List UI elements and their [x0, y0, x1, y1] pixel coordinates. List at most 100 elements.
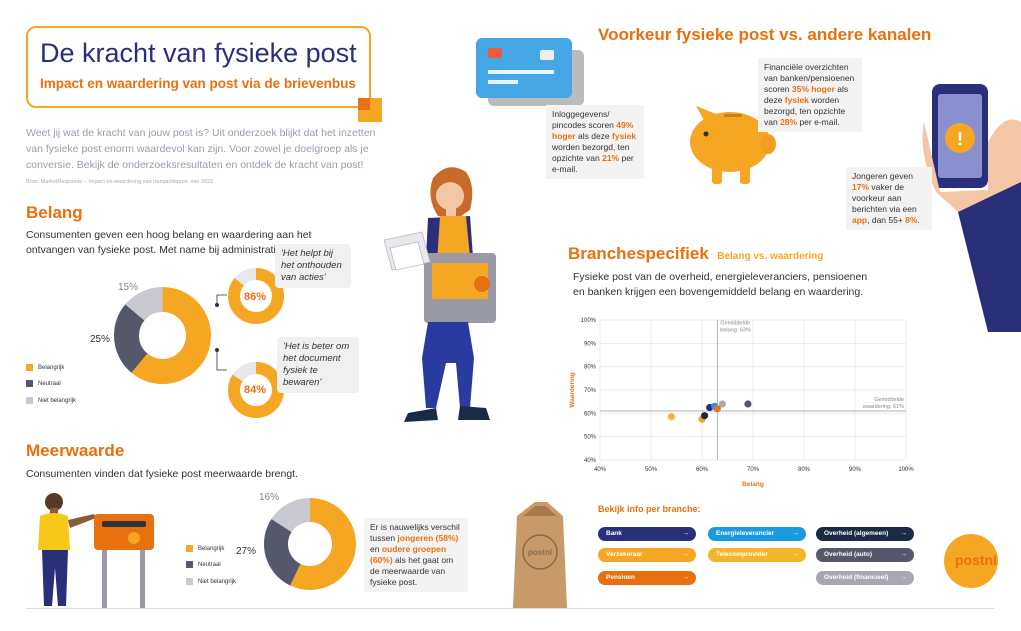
arrow-right-icon: →: [682, 574, 690, 581]
y-tick-label: 70%: [584, 388, 597, 394]
belang-not-pct: 15%: [118, 282, 139, 293]
credit-card-icon: [476, 38, 584, 106]
branche-text: Fysieke post van de overheid, energielev…: [573, 271, 868, 298]
card-info: Inloggegevens/ pincodes scoren 49% hoger…: [546, 105, 644, 179]
piggy-bank-icon: [690, 106, 776, 184]
quote-2: 'Het is beter om het document fysiek te …: [277, 337, 359, 393]
branche-button-label: Overheid (auto): [824, 551, 873, 558]
meerwaarde-not-pct: 16%: [259, 492, 280, 503]
parcel-logo-text: postnl: [528, 548, 552, 557]
x-tick-label: 60%: [696, 467, 709, 473]
belang-heading: Belang: [26, 203, 83, 222]
x-tick-label: 100%: [898, 467, 914, 473]
branche-button-label: Energieleverancier: [716, 530, 775, 537]
scatter-point: [700, 412, 709, 420]
meerwaarde-donut: [264, 498, 356, 590]
postnl-logo: [944, 534, 998, 588]
x-tick-label: 90%: [849, 467, 862, 473]
y-tick-label: 90%: [584, 341, 597, 347]
y-tick-label: 100%: [581, 318, 597, 324]
legend-neutraal: Neutraal: [26, 380, 61, 387]
arrow-right-icon: →: [792, 530, 800, 537]
donut-segment-neutraal: [114, 287, 211, 384]
meerwaarde-main-pct: 57%: [292, 537, 325, 554]
branche-button-label: Overheid (algemeen): [824, 530, 889, 537]
branche-button-label: Verzekeraar: [606, 551, 643, 558]
belang-text: Consumenten geven een hoog belang en waa…: [26, 229, 319, 256]
branche-button-energieleverancier[interactable]: Energieleverancier →: [708, 527, 806, 541]
arrow-right-icon: →: [682, 551, 690, 558]
legend-niet-belangrijk-2: Niet belangrijk: [186, 578, 236, 585]
x-tick-label: 50%: [645, 467, 658, 473]
branche-button-label: Overheid (financieel): [824, 574, 889, 581]
avg-waardering-label-2: waardering: 61%: [862, 404, 904, 410]
avg-belang-label-1: Gemiddelde: [720, 321, 750, 327]
page-title: De kracht van fysieke post: [40, 38, 357, 68]
branche-button-overheid-financieel[interactable]: Overheid (financieel) →: [816, 571, 914, 585]
meerwaarde-neutral-pct: 27%: [236, 546, 257, 557]
small-pct-1: 86%: [244, 291, 267, 303]
branche-button-verzekeraar[interactable]: Verzekeraar →: [598, 548, 696, 562]
branche-button-label: Telecomprovider: [716, 551, 768, 558]
arrow-right-icon: →: [900, 551, 908, 558]
page-subtitle: Impact en waardering van post via de bri…: [40, 76, 356, 91]
donut-segment-niet-belangrijk: [114, 287, 211, 384]
branche-header: Branchespecifiek Belang vs. waardering: [568, 244, 823, 264]
mail-carrier-illustration: [383, 167, 496, 422]
meerwaarde-info: Er is nauwelijks verschil tussen jongere…: [364, 518, 468, 592]
bank-info: Financiële overzichten van banken/pensio…: [758, 58, 862, 132]
voorkeur-heading: Voorkeur fysieke post vs. andere kanalen: [598, 25, 932, 44]
scatter-point: [744, 400, 752, 408]
legend-neutraal-2: Neutraal: [186, 561, 221, 568]
svg-text:!: !: [957, 129, 963, 149]
branche-button-pensioen[interactable]: Pensioen →: [598, 571, 696, 585]
legend-belangrijk-2: Belangrijk: [186, 545, 224, 552]
x-tick-label: 70%: [747, 467, 760, 473]
arrow-right-icon: →: [792, 551, 800, 558]
branche-button-overheid-algemeen[interactable]: Overheid (algemeen) →: [816, 527, 914, 541]
x-axis-label: Belang: [742, 481, 764, 488]
mailbox-illustration: [38, 493, 154, 608]
title-box: [26, 26, 371, 108]
branche-button-telecomprovider[interactable]: Telecomprovider →: [708, 548, 806, 562]
small-donut-1: [228, 268, 284, 324]
phone-hand-illustration: !: [922, 84, 1021, 332]
belang-donut: [114, 287, 211, 384]
branche-button-bank[interactable]: Bank →: [598, 527, 696, 541]
scatter-chart: 40% 40% 50% 50% 60% 60% 70% 70% 80% 80% 90% 90% 100%…: [569, 318, 914, 488]
arrow-right-icon: →: [900, 530, 908, 537]
scatter-point: [667, 413, 675, 421]
y-axis-label: Waardering: [569, 372, 576, 408]
branche-info-title: Bekijk info per branche:: [598, 504, 701, 514]
arrow-right-icon: →: [900, 574, 908, 581]
scatter-point: [718, 400, 726, 408]
branche-button-label: Pensioen: [606, 574, 635, 581]
avg-waardering-label-1: Gemiddelde: [874, 397, 904, 403]
branche-subheading: Belang vs. waardering: [717, 251, 824, 262]
meerwaarde-heading: Meerwaarde: [26, 441, 125, 460]
y-tick-label: 50%: [584, 435, 597, 441]
footer-divider: [26, 608, 994, 609]
small-pct-2: 84%: [244, 384, 267, 396]
donut-segment-neutraal: [264, 498, 356, 590]
y-tick-label: 40%: [584, 458, 597, 464]
branche-button-overheid-auto[interactable]: Overheid (auto) →: [816, 548, 914, 562]
legend-niet-belangrijk: Niet belangrijk: [26, 397, 76, 404]
decor-square-small: [358, 98, 370, 110]
app-info: Jongeren geven 17% vaker de voorkeur aan…: [846, 167, 932, 230]
donut-segment-niet-belangrijk: [264, 498, 356, 590]
scatter-point: [713, 405, 721, 413]
branche-button-label: Bank: [606, 530, 622, 537]
postnl-logo-text: postnl: [955, 552, 997, 568]
avg-belang-label-2: belang: 63%: [720, 328, 751, 334]
x-tick-label: 80%: [798, 467, 811, 473]
source-note: Bron: MarketResponse – Impact en waarder…: [26, 179, 214, 185]
connector-lines: [215, 294, 227, 371]
arrow-right-icon: →: [682, 530, 690, 537]
belang-neutral-pct: 25%: [90, 334, 111, 345]
intro-text: Weet jij wat de kracht van jouw post is?…: [26, 127, 376, 171]
y-tick-label: 80%: [584, 365, 597, 371]
y-tick-label: 60%: [584, 411, 597, 417]
meerwaarde-text: Consumenten vinden dat fysieke post meer…: [26, 468, 298, 480]
quote-1: 'Het helpt bij het onthouden van acties': [275, 244, 351, 288]
